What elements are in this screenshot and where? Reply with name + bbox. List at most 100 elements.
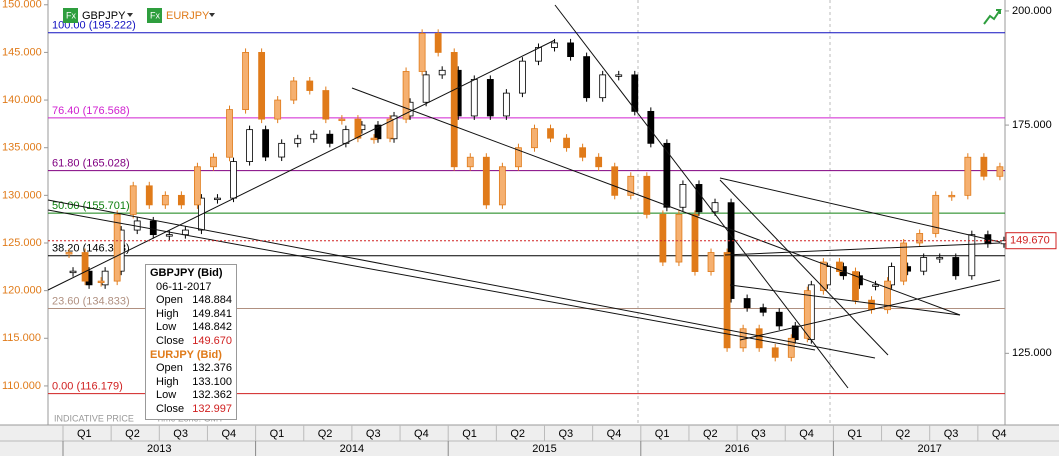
quarter-label: Q3	[173, 428, 188, 440]
candle-body	[980, 156, 988, 177]
candle-body	[755, 328, 763, 349]
trend-line	[47, 209, 816, 351]
trend-line	[739, 279, 1001, 341]
legend-entry[interactable]: EURJPY	[166, 10, 210, 22]
quarter-label: Q2	[703, 428, 718, 440]
candle-body	[583, 56, 591, 99]
y-tick-label: 130.000	[2, 189, 42, 201]
candle-body	[615, 74, 623, 77]
candle-body	[803, 290, 811, 339]
quarter-label: Q4	[221, 428, 236, 440]
candle-body	[964, 156, 972, 196]
candle-body	[165, 234, 173, 237]
info-key: Low	[156, 321, 177, 334]
candle-body	[691, 214, 699, 272]
candle-body	[916, 233, 924, 244]
candle-body	[679, 184, 687, 208]
candle-body	[519, 60, 526, 94]
candle-body	[567, 42, 574, 58]
candle-body	[791, 325, 799, 341]
y-tick-label: 120.000	[2, 285, 42, 297]
candle-body	[627, 175, 635, 196]
candle-body	[434, 32, 442, 53]
info-value: 133.100	[192, 375, 232, 388]
candle-body	[884, 280, 891, 311]
info-value: 132.997	[192, 402, 232, 415]
y2-tick-label: 125.000	[1012, 347, 1052, 359]
fib-label: 61.80 (165.028)	[52, 158, 130, 170]
candle-body	[659, 214, 667, 263]
info-key: Close	[156, 402, 185, 415]
candle-body	[563, 137, 570, 149]
candle-body	[486, 79, 494, 117]
candle-body	[579, 147, 587, 158]
candle-body	[181, 229, 189, 236]
trend-line	[351, 87, 961, 316]
quarter-label: Q1	[462, 428, 477, 440]
candle-body	[226, 109, 233, 158]
candle-body	[230, 161, 237, 199]
candle-body	[306, 80, 314, 91]
candle-body	[438, 69, 446, 76]
candle-body	[531, 128, 538, 149]
candle-body	[695, 184, 703, 213]
candle-body	[675, 214, 683, 263]
candle-body	[743, 298, 751, 309]
candle-body	[149, 220, 157, 236]
candle-body	[370, 137, 378, 141]
info-value: 148.884	[192, 294, 232, 307]
candle-body	[65, 252, 73, 255]
candle-body	[246, 129, 253, 163]
candle-body	[326, 133, 334, 144]
candle-body	[936, 257, 944, 260]
info-key: Low	[156, 389, 177, 402]
fib-label: 38.20 (146.373)	[52, 243, 130, 255]
candle-body	[194, 166, 201, 206]
dropdown-arrow[interactable]	[209, 13, 215, 17]
candle-body	[631, 74, 639, 112]
candle-body	[663, 142, 671, 208]
year-label: 2017	[917, 443, 941, 455]
candle-body	[872, 284, 879, 287]
quarter-label: Q1	[270, 428, 285, 440]
candle-body	[113, 214, 121, 282]
legend-entry[interactable]: GBPJPY	[82, 10, 126, 22]
info-title: EURJPY (Bid)	[150, 348, 222, 361]
y2-tick-label: 200.000	[1012, 5, 1052, 17]
candle-body	[310, 133, 318, 140]
candle-body	[418, 32, 426, 72]
info-row: Close 132.997	[150, 403, 232, 417]
candle-body	[759, 307, 767, 313]
info-date: 06-11-2017	[156, 280, 212, 293]
candle-body	[450, 52, 458, 168]
fx-icon-text: Fx	[150, 10, 160, 20]
info-value: 132.376	[192, 362, 232, 375]
candle-body	[69, 270, 77, 274]
fib-label: 0.00 (116.179)	[52, 381, 123, 393]
candle-body	[868, 299, 875, 311]
info-row: Low 148.842	[150, 321, 232, 335]
year-label: 2015	[532, 443, 556, 455]
info-row: High 149.841	[150, 308, 232, 322]
trend-icon[interactable]	[983, 9, 1002, 25]
candle-body	[342, 129, 350, 144]
quarter-label: Q4	[607, 428, 622, 440]
candle-body	[968, 234, 976, 277]
info-key: High	[156, 375, 179, 388]
candle-body	[599, 74, 607, 99]
candle-body	[888, 266, 895, 286]
info-row: Close 149.670	[150, 335, 232, 349]
candle-body	[952, 257, 960, 277]
dropdown-arrow[interactable]	[127, 13, 133, 17]
quarter-label: Q2	[125, 428, 140, 440]
candle-body	[177, 194, 185, 206]
candle-body	[647, 110, 655, 144]
fib-label: 76.40 (176.568)	[52, 105, 130, 117]
candle-body	[97, 280, 105, 284]
info-title: GBPJPY (Bid)	[150, 267, 223, 279]
candle-body	[932, 194, 940, 234]
candle-body	[470, 79, 478, 117]
fx-icon	[147, 8, 162, 23]
candle-body	[258, 52, 266, 120]
candle-body	[643, 175, 651, 215]
